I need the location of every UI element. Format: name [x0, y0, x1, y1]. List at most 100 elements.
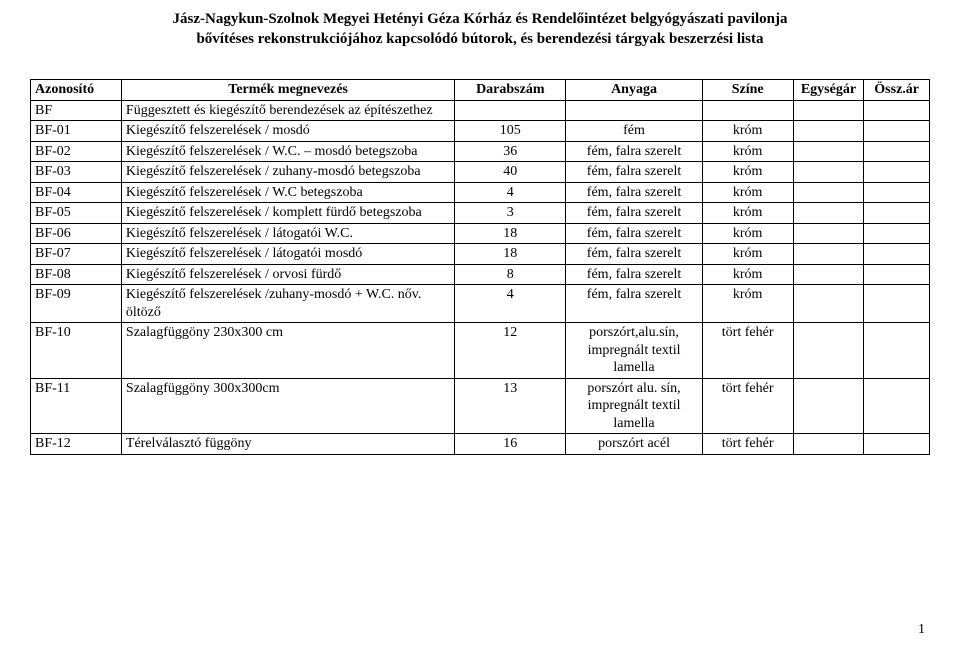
table-cell: [864, 121, 930, 142]
table-cell: BF-02: [31, 141, 122, 162]
column-header: Színe: [702, 80, 793, 101]
table-cell: [864, 141, 930, 162]
table-row: BF-05Kiegészítő felszerelések / komplett…: [31, 203, 930, 224]
column-header: Darabszám: [455, 80, 566, 101]
table-cell: [864, 264, 930, 285]
table-cell: 40: [455, 162, 566, 183]
table-cell: Térelválasztó függöny: [121, 434, 454, 455]
table-cell: [793, 223, 864, 244]
table-cell: 18: [455, 244, 566, 265]
table-cell: BF-01: [31, 121, 122, 142]
table-header-row: AzonosítóTermék megnevezésDarabszámAnyag…: [31, 80, 930, 101]
table-cell: [864, 182, 930, 203]
table-cell: Kiegészítő felszerelések / látogatói W.C…: [121, 223, 454, 244]
table-cell: 13: [455, 378, 566, 434]
table-cell: [864, 378, 930, 434]
table-cell: [864, 244, 930, 265]
table-row: BF-03Kiegészítő felszerelések / zuhany-m…: [31, 162, 930, 183]
table-cell: BF-11: [31, 378, 122, 434]
table-cell: Kiegészítő felszerelések /zuhany-mosdó +…: [121, 285, 454, 323]
column-header: Össz.ár: [864, 80, 930, 101]
table-cell: [793, 182, 864, 203]
table-cell: [702, 100, 793, 121]
table-cell: Kiegészítő felszerelések / W.C. – mosdó …: [121, 141, 454, 162]
table-cell: króm: [702, 223, 793, 244]
table-row: BF-09Kiegészítő felszerelések /zuhany-mo…: [31, 285, 930, 323]
table-cell: [455, 100, 566, 121]
column-header: Egységár: [793, 80, 864, 101]
table-cell: 4: [455, 285, 566, 323]
table-cell: Függesztett és kiegészítő berendezések a…: [121, 100, 454, 121]
table-cell: 3: [455, 203, 566, 224]
table-cell: Szalagfüggöny 300x300cm: [121, 378, 454, 434]
table-cell: BF-04: [31, 182, 122, 203]
table-row: BF-06Kiegészítő felszerelések / látogató…: [31, 223, 930, 244]
table-cell: [793, 100, 864, 121]
table-cell: [793, 203, 864, 224]
table-cell: 8: [455, 264, 566, 285]
table-cell: Kiegészítő felszerelések / W.C betegszob…: [121, 182, 454, 203]
table-cell: Kiegészítő felszerelések / látogatói mos…: [121, 244, 454, 265]
column-header: Anyaga: [566, 80, 702, 101]
table-cell: 16: [455, 434, 566, 455]
table-row: BF-02Kiegészítő felszerelések / W.C. – m…: [31, 141, 930, 162]
table-row: BF-07Kiegészítő felszerelések / látogató…: [31, 244, 930, 265]
table-cell: Kiegészítő felszerelések / mosdó: [121, 121, 454, 142]
table-row: BF-11Szalagfüggöny 300x300cm13porszórt a…: [31, 378, 930, 434]
table-cell: 12: [455, 323, 566, 379]
table-cell: [864, 203, 930, 224]
table-header: AzonosítóTermék megnevezésDarabszámAnyag…: [31, 80, 930, 101]
document-page: Jász-Nagykun-Szolnok Megyei Hetényi Géza…: [0, 0, 960, 653]
table-cell: [793, 162, 864, 183]
table-cell: fém, falra szerelt: [566, 182, 702, 203]
table-cell: fém, falra szerelt: [566, 203, 702, 224]
procurement-table: AzonosítóTermék megnevezésDarabszámAnyag…: [30, 79, 930, 455]
table-cell: [793, 285, 864, 323]
table-cell: [793, 378, 864, 434]
table-cell: [864, 323, 930, 379]
table-cell: 4: [455, 182, 566, 203]
table-row: BF-01Kiegészítő felszerelések / mosdó105…: [31, 121, 930, 142]
table-cell: BF-03: [31, 162, 122, 183]
column-header: Azonosító: [31, 80, 122, 101]
table-cell: tört fehér: [702, 378, 793, 434]
table-cell: [793, 244, 864, 265]
table-cell: fém, falra szerelt: [566, 244, 702, 265]
table-cell: BF: [31, 100, 122, 121]
table-cell: [864, 285, 930, 323]
column-header: Termék megnevezés: [121, 80, 454, 101]
table-row: BF-08Kiegészítő felszerelések / orvosi f…: [31, 264, 930, 285]
table-cell: króm: [702, 141, 793, 162]
table-cell: 18: [455, 223, 566, 244]
table-cell: Kiegészítő felszerelések / orvosi fürdő: [121, 264, 454, 285]
title-block: Jász-Nagykun-Szolnok Megyei Hetényi Géza…: [30, 10, 930, 49]
table-cell: porszórt acél: [566, 434, 702, 455]
table-cell: 36: [455, 141, 566, 162]
table-cell: Szalagfüggöny 230x300 cm: [121, 323, 454, 379]
table-cell: [793, 434, 864, 455]
table-row: BF-12Térelválasztó függöny16porszórt acé…: [31, 434, 930, 455]
table-body: BFFüggesztett és kiegészítő berendezések…: [31, 100, 930, 454]
table-cell: [864, 223, 930, 244]
table-cell: BF-10: [31, 323, 122, 379]
table-cell: króm: [702, 121, 793, 142]
table-cell: [864, 162, 930, 183]
table-cell: 105: [455, 121, 566, 142]
table-row: BFFüggesztett és kiegészítő berendezések…: [31, 100, 930, 121]
table-cell: fém, falra szerelt: [566, 223, 702, 244]
table-cell: króm: [702, 162, 793, 183]
table-cell: fém, falra szerelt: [566, 285, 702, 323]
table-cell: [864, 100, 930, 121]
table-cell: [793, 121, 864, 142]
table-cell: Kiegészítő felszerelések / zuhany-mosdó …: [121, 162, 454, 183]
table-cell: króm: [702, 244, 793, 265]
table-cell: fém, falra szerelt: [566, 162, 702, 183]
table-cell: [566, 100, 702, 121]
table-cell: fém, falra szerelt: [566, 141, 702, 162]
table-cell: BF-06: [31, 223, 122, 244]
title-line-2: bővítéses rekonstrukciójához kapcsolódó …: [30, 30, 930, 50]
table-cell: [793, 323, 864, 379]
table-cell: BF-07: [31, 244, 122, 265]
table-cell: BF-05: [31, 203, 122, 224]
title-line-1: Jász-Nagykun-Szolnok Megyei Hetényi Géza…: [30, 10, 930, 30]
